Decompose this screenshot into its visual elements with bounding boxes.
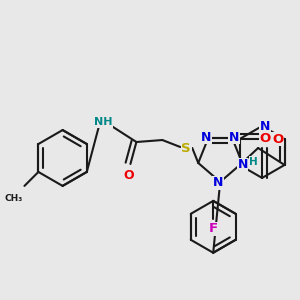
Text: H: H	[249, 157, 258, 167]
Text: O: O	[260, 131, 271, 145]
Text: CH₃: CH₃	[4, 194, 22, 203]
Text: N: N	[237, 158, 248, 172]
Text: H: H	[266, 135, 274, 145]
Text: N: N	[201, 130, 211, 143]
Text: O: O	[123, 169, 134, 182]
Text: F: F	[209, 222, 218, 235]
Text: N: N	[229, 130, 239, 143]
Text: NH: NH	[94, 117, 113, 127]
Text: N: N	[213, 176, 224, 189]
Text: N: N	[260, 120, 270, 133]
Text: O: O	[272, 133, 283, 146]
Text: S: S	[182, 142, 191, 154]
